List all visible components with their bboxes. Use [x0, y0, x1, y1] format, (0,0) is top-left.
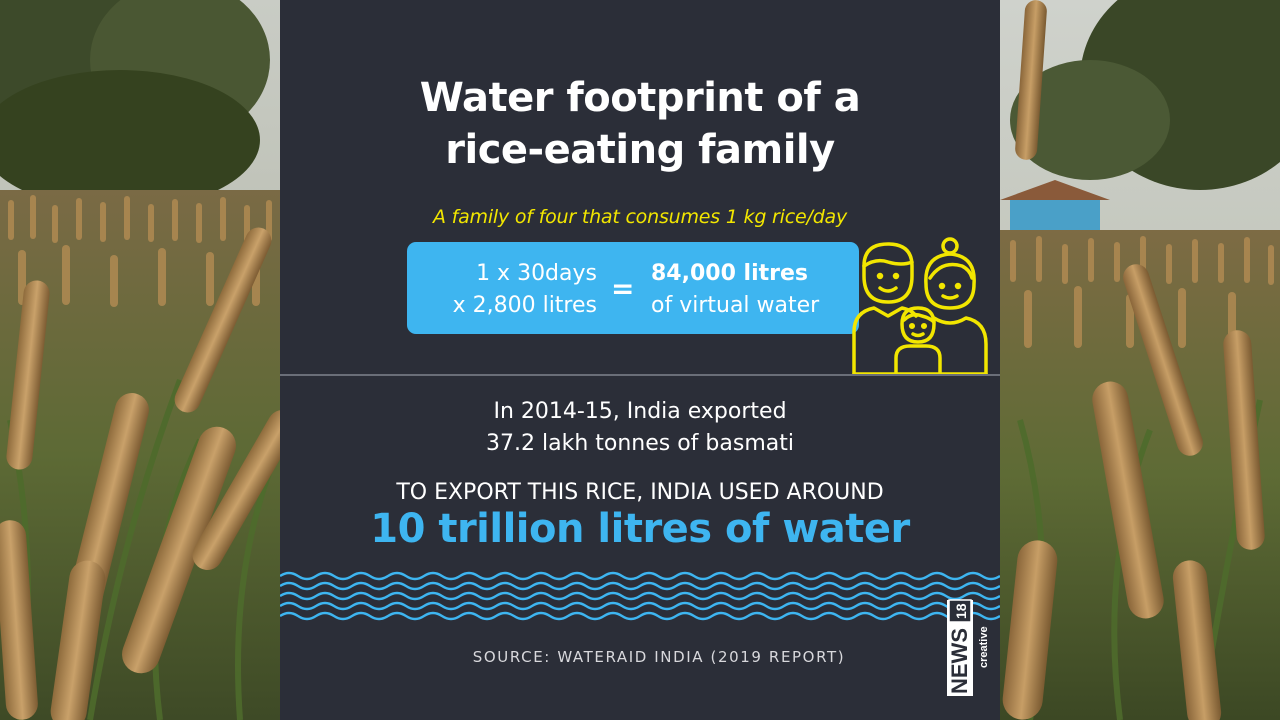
section-divider [280, 374, 1000, 376]
family-icon [852, 237, 988, 376]
calculation-inputs: 1 x 30days x 2,800 litres [407, 258, 597, 322]
equals-sign: = [611, 272, 635, 305]
logo-main-text: NEWS [947, 628, 972, 694]
title-line-2: rice-eating family [445, 127, 835, 173]
logo-number: 18 [953, 603, 969, 619]
subtitle: A family of four that consumes 1 kg rice… [432, 206, 848, 228]
calculation-result: 84,000 litres of virtual water [651, 258, 851, 322]
source-citation: SOURCE: WATERAID INDIA (2019 REPORT) [472, 648, 846, 666]
export-statement: TO EXPORT THIS RICE, INDIA USED AROUND [396, 480, 884, 505]
export-fact-line-2: 37.2 lakh tonnes of basmati [486, 431, 794, 456]
calculation-box: 1 x 30days x 2,800 litres = 84,000 litre… [407, 242, 859, 334]
wave-pattern [280, 571, 1000, 621]
export-fact-line-1: In 2014-15, India exported [493, 399, 787, 424]
export-fact: In 2014-15, India exported 37.2 lakh ton… [280, 396, 1000, 460]
title-line-1: Water footprint of a [419, 75, 861, 121]
result-label: of virtual water [651, 293, 820, 318]
info-panel: Water footprint of a rice-eating family … [280, 0, 1000, 720]
page-title: Water footprint of a rice-eating family [280, 72, 1000, 176]
result-value: 84,000 litres [651, 261, 809, 286]
calculation-input-litres: x 2,800 litres [452, 293, 597, 318]
news18-logo: NEWS 18 creative [947, 599, 990, 696]
millet-field-photo-left [0, 0, 280, 720]
calculation-input-days: 1 x 30days [476, 261, 597, 286]
water-usage-figure: 10 trillion litres of water [370, 506, 910, 552]
logo-sub-text: creative [978, 626, 990, 668]
millet-field-photo-right [1000, 0, 1280, 720]
